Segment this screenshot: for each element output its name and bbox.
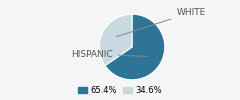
Text: HISPANIC: HISPANIC — [71, 50, 147, 59]
Text: WHITE: WHITE — [117, 8, 205, 37]
Wedge shape — [99, 14, 132, 66]
Legend: 65.4%, 34.6%: 65.4%, 34.6% — [78, 85, 162, 96]
Wedge shape — [105, 14, 165, 80]
